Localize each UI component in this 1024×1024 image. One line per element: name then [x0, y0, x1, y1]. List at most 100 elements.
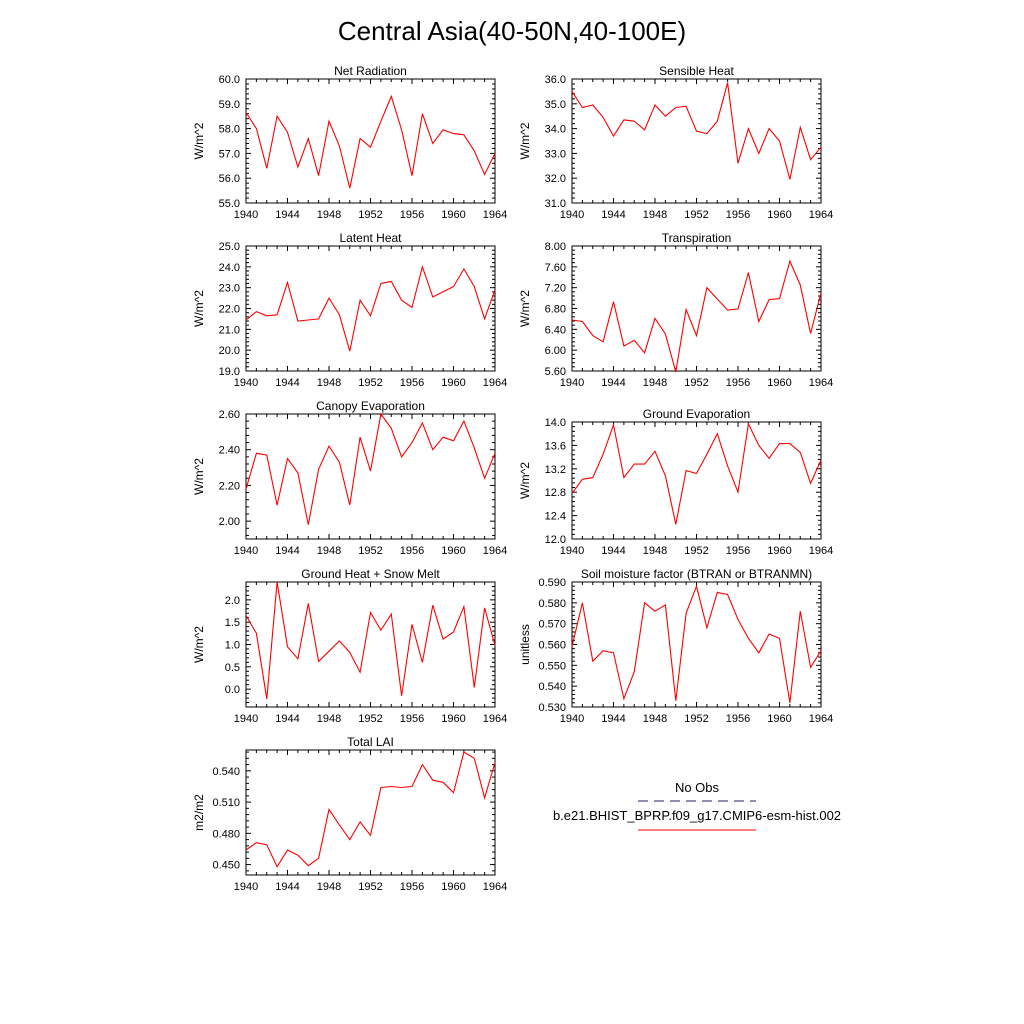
- y-tick-label: 0.580: [538, 598, 566, 610]
- x-tick-label: 1940: [234, 545, 258, 557]
- y-axis-label: W/m^2: [518, 122, 532, 159]
- y-tick-label: 0.450: [212, 860, 240, 872]
- y-tick-label: 0.550: [538, 660, 566, 672]
- plot-frame: [571, 421, 822, 540]
- x-tick-label: 1944: [601, 377, 625, 389]
- x-tick-label: 1948: [317, 377, 341, 389]
- panel-ground-evaporation: Ground Evaporation W/m^2 1940 1944 1948 1952 1…: [518, 407, 833, 557]
- series-line: [571, 82, 822, 180]
- x-tick-label: 1956: [400, 377, 424, 389]
- x-tick-label: 1964: [483, 881, 507, 893]
- x-tick-label: 1948: [643, 377, 667, 389]
- x-tick-label: 1944: [275, 545, 299, 557]
- x-tick-label: 1960: [441, 713, 465, 725]
- x-tick-label: 1960: [767, 209, 791, 221]
- panel-transpiration: Transpiration W/m^2 1940 1944 1948 1952 1956 19…: [518, 231, 833, 389]
- y-axis-label: m2/m2: [192, 794, 206, 831]
- plot-frame: [245, 78, 496, 204]
- x-tick-label: 1944: [275, 881, 299, 893]
- y-tick-label: 25.0: [219, 241, 240, 253]
- x-tick-label: 1960: [767, 713, 791, 725]
- x-tick-label: 1952: [684, 209, 708, 221]
- y-axis-label: W/m^2: [192, 626, 206, 663]
- x-tick-label: 1944: [275, 713, 299, 725]
- y-tick-label: 58.0: [219, 124, 240, 136]
- x-tick-label: 1948: [317, 545, 341, 557]
- y-tick-label: 36.0: [545, 74, 566, 86]
- x-tick-label: 1964: [809, 209, 833, 221]
- panel-title: Canopy Evaporation: [316, 399, 425, 413]
- series-line: [245, 264, 496, 352]
- x-tick-label: 1964: [483, 545, 507, 557]
- y-tick-label: 13.6: [545, 440, 566, 452]
- y-tick-label: 0.560: [538, 640, 566, 652]
- y-axis-label: W/m^2: [518, 290, 532, 327]
- y-tick-label: 0.0: [225, 684, 240, 696]
- x-tick-label: 1964: [809, 377, 833, 389]
- y-tick-label: 21.0: [219, 324, 240, 336]
- x-tick-label: 1944: [601, 209, 625, 221]
- plot-frame: [571, 78, 822, 204]
- x-tick-label: 1948: [317, 713, 341, 725]
- y-tick-label: 0.510: [212, 797, 240, 809]
- panel-canopy-evaporation: Canopy Evaporation W/m^2 1940 1944 1948 1952 1…: [192, 399, 507, 557]
- x-tick-label: 1948: [317, 209, 341, 221]
- y-tick-label: 7.60: [545, 262, 566, 274]
- y-tick-label: 22.0: [219, 304, 240, 316]
- x-tick-label: 1940: [234, 209, 258, 221]
- y-tick-label: 2.20: [219, 480, 240, 492]
- y-tick-label: 19.0: [219, 366, 240, 378]
- y-tick-label: 0.540: [212, 766, 240, 778]
- x-tick-label: 1940: [234, 377, 258, 389]
- series-line: [245, 751, 496, 868]
- y-tick-label: 6.40: [545, 324, 566, 336]
- y-tick-label: 0.570: [538, 619, 566, 631]
- plot-frame: [245, 581, 496, 708]
- y-tick-label: 13.2: [545, 464, 566, 476]
- y-tick-label: 31.0: [545, 198, 566, 210]
- panel-total-lai: Total LAI m2/m2 1940 1944 1948 1952 1956 1960 19…: [192, 735, 507, 893]
- y-tick-label: 2.40: [219, 445, 240, 457]
- y-tick-label: 12.4: [545, 511, 566, 523]
- y-tick-label: 60.0: [219, 74, 240, 86]
- x-tick-label: 1944: [275, 377, 299, 389]
- y-axis-label: unitless: [518, 624, 532, 665]
- y-tick-label: 20.0: [219, 345, 240, 357]
- panel-soil-moisture-factor-btran-or-btranmn: Soil moisture factor (BTRAN or BTRANMN) u…: [518, 567, 833, 725]
- x-tick-label: 1956: [726, 377, 750, 389]
- x-tick-label: 1960: [441, 377, 465, 389]
- y-axis-label: W/m^2: [192, 458, 206, 495]
- x-tick-label: 1952: [684, 377, 708, 389]
- y-tick-label: 55.0: [219, 198, 240, 210]
- y-tick-label: 6.00: [545, 345, 566, 357]
- y-tick-label: 12.0: [545, 534, 566, 546]
- x-tick-label: 1948: [317, 881, 341, 893]
- x-tick-label: 1944: [601, 713, 625, 725]
- y-tick-label: 7.20: [545, 283, 566, 295]
- panel-net-radiation: Net Radiation W/m^2 1940 1944 1948 1952 1956 19…: [192, 64, 507, 221]
- panel-sensible-heat: Sensible Heat W/m^2 1940 1944 1948 1952 1956 19…: [518, 64, 833, 221]
- panels: Net Radiation W/m^2 1940 1944 1948 1952 1956 19…: [192, 64, 833, 893]
- series-line: [571, 259, 822, 373]
- x-tick-label: 1956: [400, 209, 424, 221]
- y-tick-label: 0.530: [538, 702, 566, 714]
- figure-title: Central Asia(40-50N,40-100E): [338, 16, 686, 46]
- x-tick-label: 1952: [684, 713, 708, 725]
- x-tick-label: 1956: [400, 545, 424, 557]
- x-tick-label: 1960: [441, 881, 465, 893]
- x-tick-label: 1964: [809, 545, 833, 557]
- x-tick-label: 1964: [483, 713, 507, 725]
- x-tick-label: 1940: [560, 713, 584, 725]
- x-tick-label: 1964: [483, 377, 507, 389]
- series-line: [245, 581, 496, 700]
- y-tick-label: 0.5: [225, 662, 240, 674]
- y-tick-label: 5.60: [545, 366, 566, 378]
- panel-ground-heat-snow-melt: Ground Heat + Snow Melt W/m^2 1940 1944 1948…: [192, 567, 507, 725]
- panel-latent-heat: Latent Heat W/m^2 1940 1944 1948 1952 1956 1960…: [192, 231, 507, 389]
- plot-frame: [571, 581, 822, 708]
- panel-title: Latent Heat: [339, 231, 402, 245]
- panel-title: Transpiration: [662, 231, 732, 245]
- x-tick-label: 1960: [441, 209, 465, 221]
- y-axis-label: W/m^2: [518, 462, 532, 499]
- panel-title: Soil moisture factor (BTRAN or BTRANMN): [581, 567, 812, 581]
